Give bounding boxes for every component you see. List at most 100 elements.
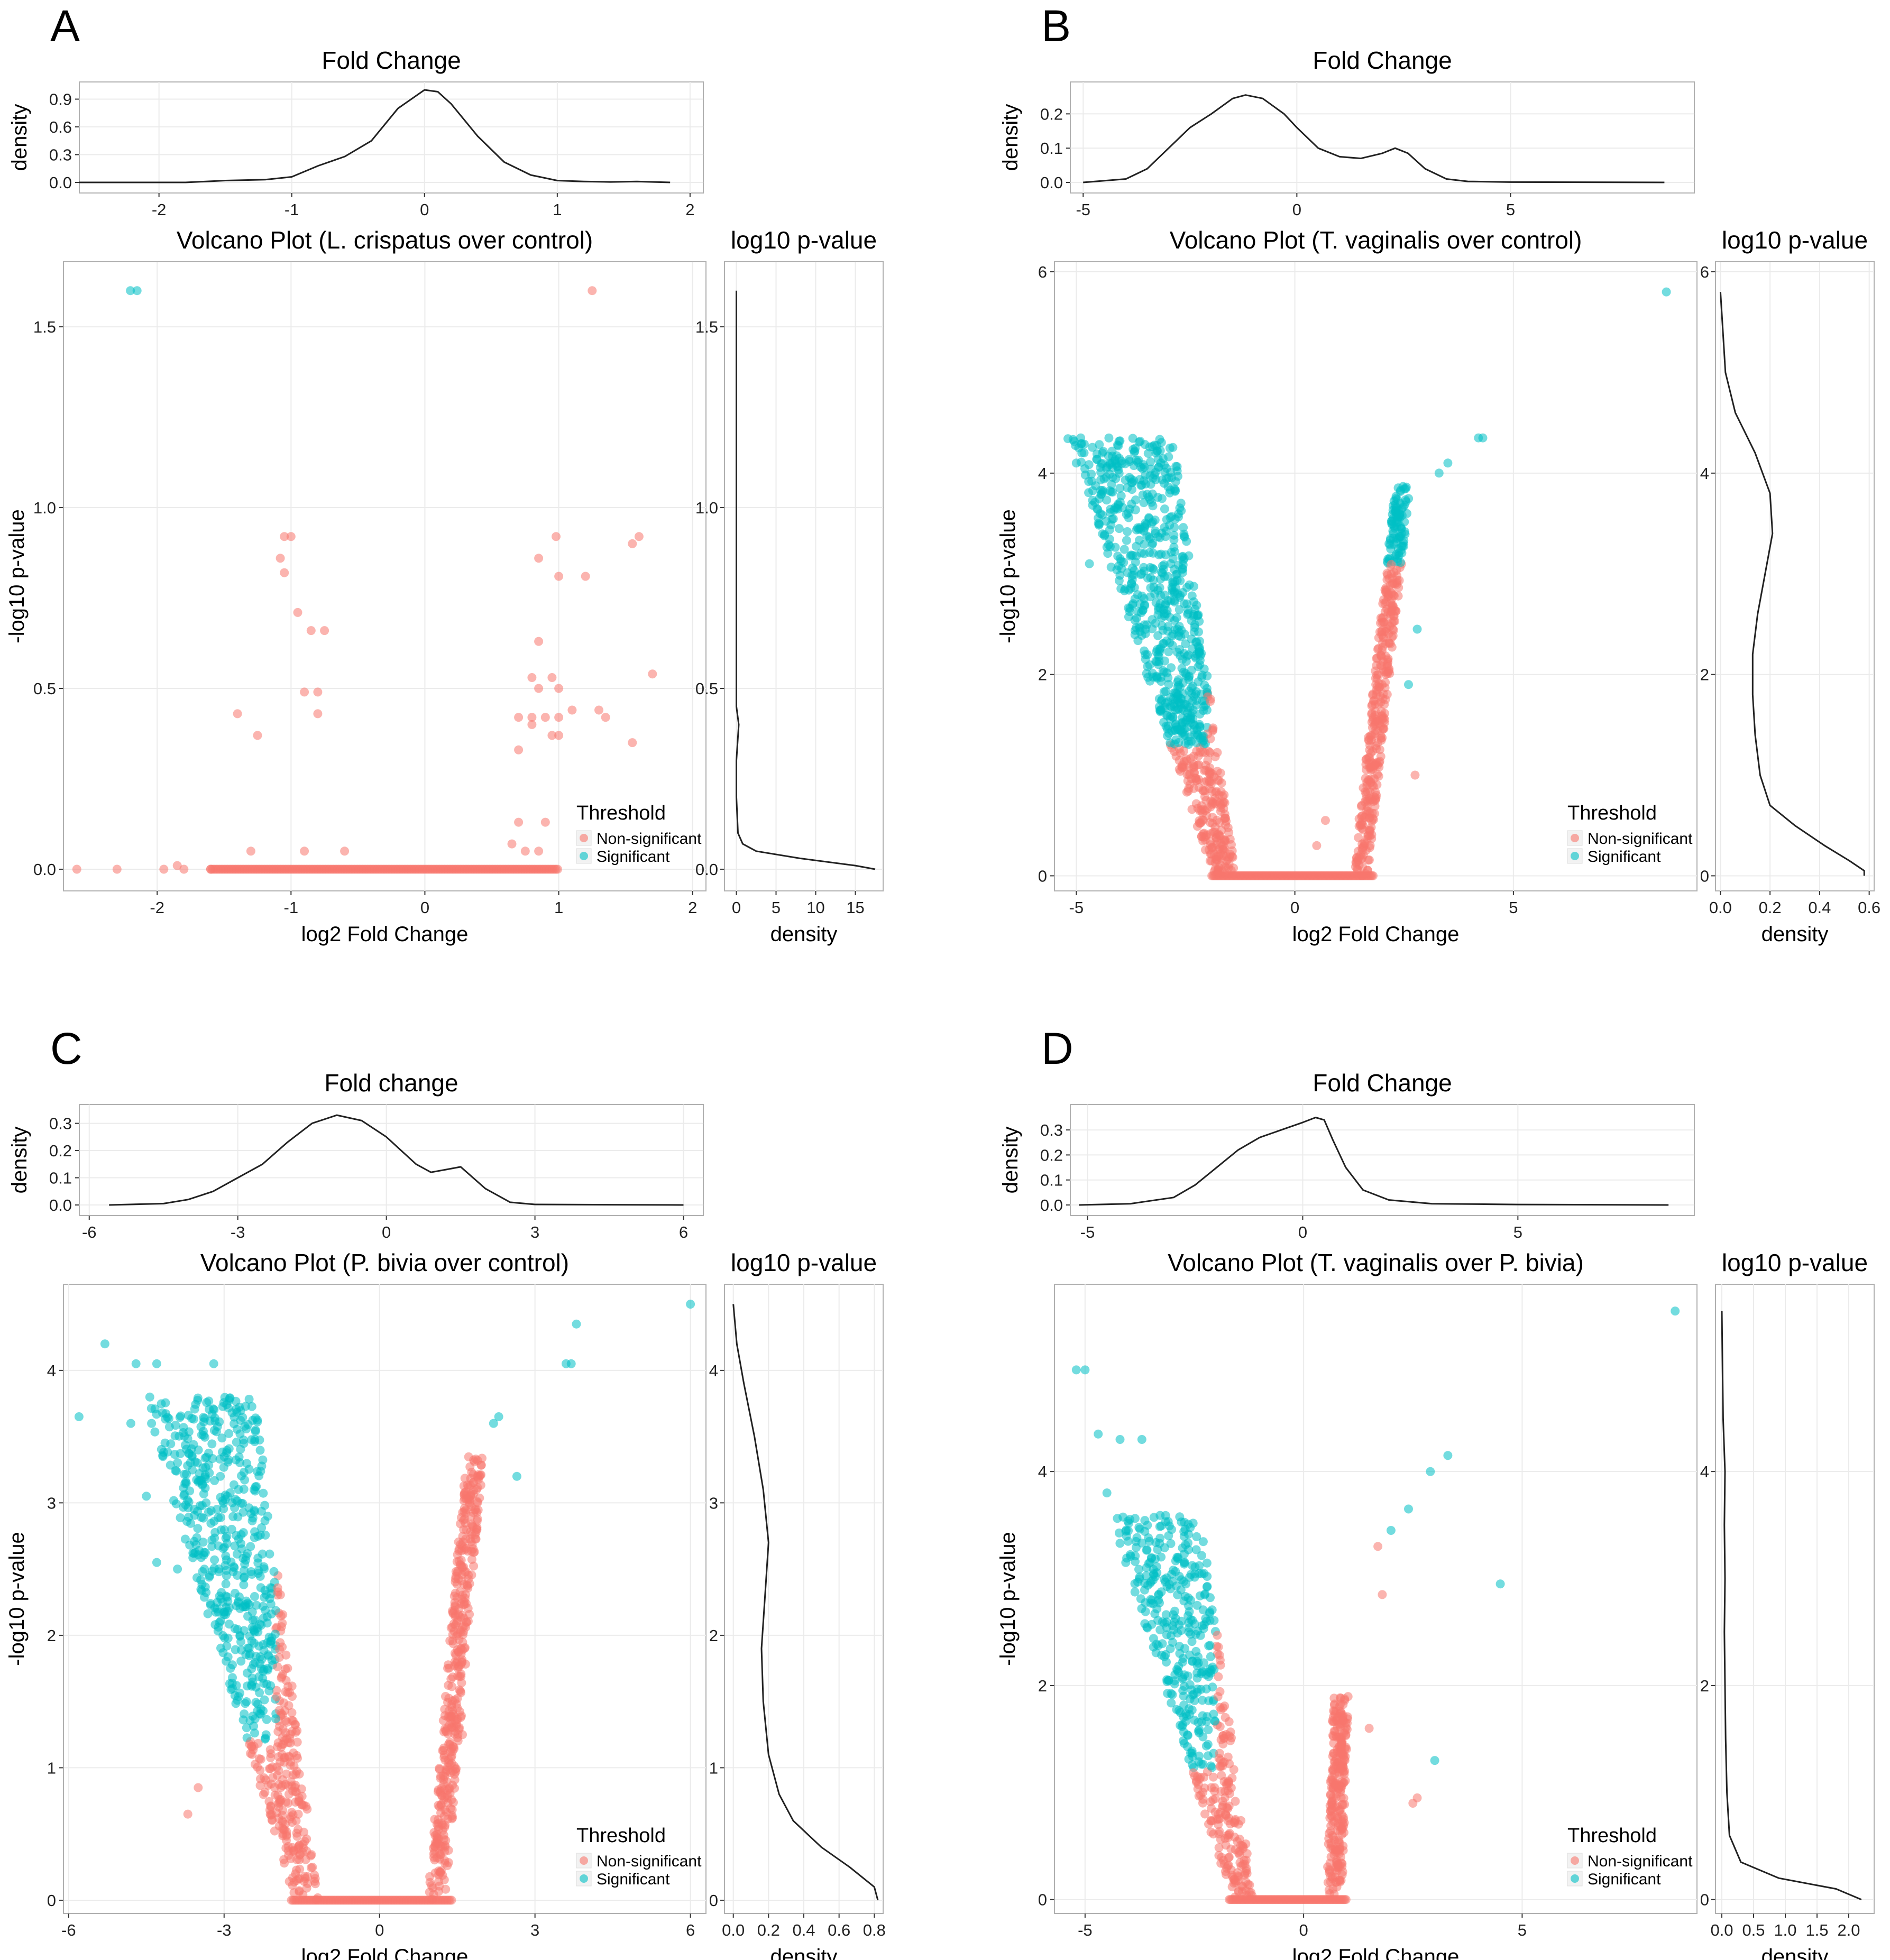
point-non-significant xyxy=(469,1489,478,1499)
x-tick-label: -5 xyxy=(1069,898,1084,917)
top-density-title: Fold Change xyxy=(1313,1069,1452,1097)
point-non-significant xyxy=(441,1692,450,1701)
point-non-significant xyxy=(554,684,564,693)
point-significant xyxy=(205,1405,214,1414)
point-significant xyxy=(1170,565,1179,574)
y-tick-label: 0.1 xyxy=(1040,1171,1063,1190)
point-significant xyxy=(1134,1565,1143,1574)
point-significant xyxy=(1671,1306,1680,1316)
point-significant xyxy=(1129,599,1137,609)
point-significant xyxy=(1386,536,1395,545)
point-significant xyxy=(224,1619,234,1629)
point-significant xyxy=(227,1524,236,1534)
point-significant xyxy=(1169,530,1179,540)
x-tick-label: -3 xyxy=(231,1223,245,1241)
point-non-significant xyxy=(1336,1764,1345,1774)
point-significant xyxy=(1182,723,1192,732)
point-significant xyxy=(1126,1551,1135,1561)
point-significant xyxy=(225,1603,234,1613)
point-significant xyxy=(197,1580,207,1589)
point-non-significant xyxy=(446,1623,456,1633)
point-non-significant xyxy=(307,1850,316,1860)
y-tick-label: 0.0 xyxy=(695,860,718,879)
point-non-significant xyxy=(540,817,550,827)
point-significant xyxy=(221,1610,231,1619)
legend-dot xyxy=(1571,834,1579,842)
point-non-significant xyxy=(1208,723,1218,733)
point-significant xyxy=(1192,611,1202,620)
point-non-significant xyxy=(1358,820,1368,830)
point-significant xyxy=(1139,498,1149,508)
point-significant xyxy=(1148,501,1158,511)
point-significant xyxy=(224,1429,234,1438)
point-non-significant xyxy=(534,554,544,563)
point-significant xyxy=(1198,1696,1207,1705)
point-significant xyxy=(256,1506,266,1516)
top-density-ylabel: density xyxy=(8,104,31,171)
point-significant xyxy=(219,1462,228,1472)
volcano-ylabel: -log10 p-value xyxy=(5,1532,29,1666)
top-density-frame xyxy=(79,1104,704,1216)
point-significant xyxy=(224,1444,234,1453)
point-significant xyxy=(157,1444,166,1454)
point-non-significant xyxy=(435,1881,444,1891)
point-significant xyxy=(1194,1726,1203,1736)
point-non-significant xyxy=(1231,1797,1240,1806)
y-tick-label: 2 xyxy=(1038,1677,1047,1695)
point-significant xyxy=(161,1398,170,1407)
point-significant xyxy=(201,1498,211,1507)
point-significant xyxy=(1394,551,1403,560)
point-non-significant xyxy=(1334,1837,1343,1847)
point-significant xyxy=(1204,1696,1214,1706)
point-significant xyxy=(236,1415,245,1425)
point-non-significant xyxy=(1216,1762,1226,1771)
point-non-significant xyxy=(260,1788,270,1797)
point-significant xyxy=(170,1431,180,1441)
point-significant xyxy=(199,1431,208,1440)
point-non-significant xyxy=(1378,613,1387,623)
legend-label: Significant xyxy=(597,848,670,866)
point-non-significant xyxy=(1338,1812,1348,1822)
point-significant xyxy=(1173,1590,1182,1599)
point-non-significant xyxy=(446,1803,455,1813)
point-significant xyxy=(152,1359,161,1368)
legend-title: Threshold xyxy=(576,1825,666,1847)
point-non-significant xyxy=(534,684,544,693)
point-significant xyxy=(1096,485,1106,495)
point-significant xyxy=(1168,1637,1177,1647)
point-non-significant xyxy=(1214,852,1224,862)
point-non-significant xyxy=(455,1672,464,1681)
point-significant xyxy=(1071,458,1081,468)
point-non-significant xyxy=(288,1692,297,1701)
point-non-significant xyxy=(306,626,316,636)
point-non-significant xyxy=(1195,806,1205,815)
point-significant xyxy=(230,1541,240,1551)
point-significant xyxy=(247,1402,256,1411)
point-non-significant xyxy=(462,1490,471,1500)
legend-dot xyxy=(1571,852,1579,860)
point-non-significant xyxy=(246,846,255,856)
y-tick-label: 2 xyxy=(1700,666,1709,684)
point-non-significant xyxy=(1221,1713,1230,1722)
point-significant xyxy=(259,1667,268,1676)
point-significant xyxy=(218,1402,227,1411)
point-non-significant xyxy=(1384,638,1394,648)
point-significant xyxy=(1155,1598,1164,1608)
point-significant xyxy=(1112,565,1122,575)
point-significant xyxy=(142,1492,151,1501)
point-significant xyxy=(1145,442,1154,452)
x-tick-label: 0 xyxy=(420,898,429,917)
y-tick-label: 0.2 xyxy=(49,1142,72,1160)
point-non-significant xyxy=(272,1771,282,1780)
point-significant xyxy=(1108,463,1117,472)
point-significant xyxy=(100,1339,109,1349)
point-non-significant xyxy=(270,1790,280,1800)
point-non-significant xyxy=(437,1791,446,1800)
point-significant xyxy=(1191,687,1201,696)
point-non-significant xyxy=(1357,853,1367,862)
point-non-significant xyxy=(469,1561,479,1571)
point-non-significant xyxy=(1390,605,1399,615)
point-non-significant xyxy=(1381,588,1391,597)
